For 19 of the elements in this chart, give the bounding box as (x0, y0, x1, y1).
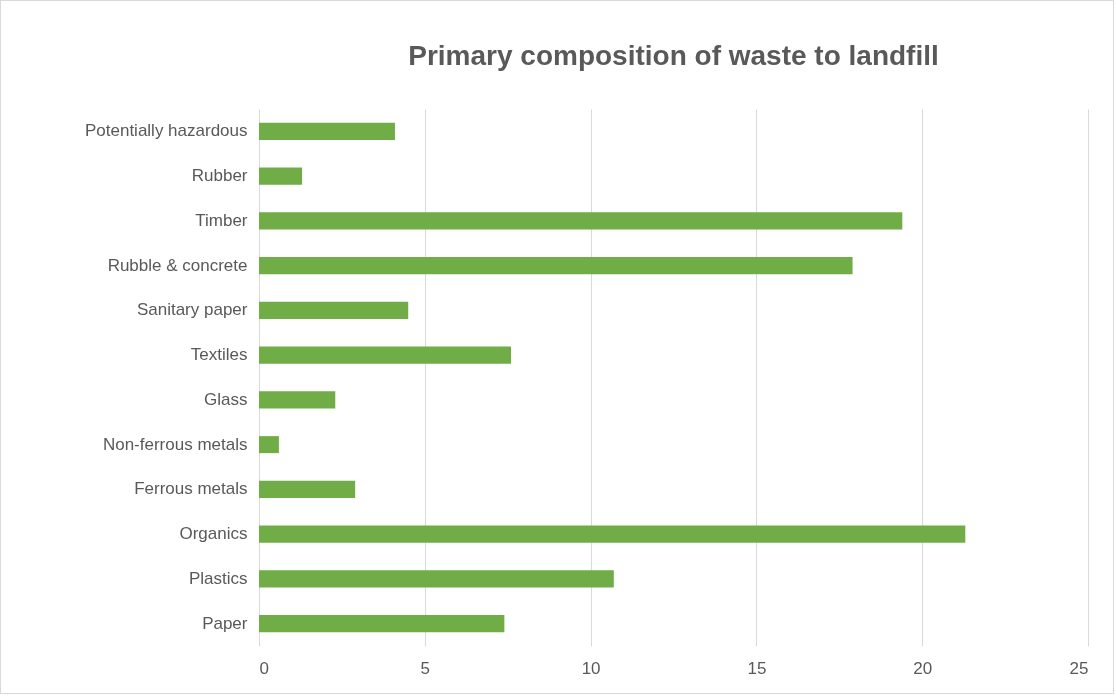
x-tick-label: 15 (747, 658, 767, 678)
x-tick-label: 25 (1069, 658, 1089, 678)
y-tick-label: Paper (202, 613, 248, 633)
y-tick-label: Rubble & concrete (107, 255, 248, 275)
x-tick-label: 0 (259, 658, 269, 678)
chart-title: Primary composition of waste to landfill (408, 40, 939, 71)
y-tick-label: Timber (195, 210, 248, 230)
y-tick-label: Glass (204, 389, 248, 409)
y-tick-label: Non-ferrous metals (102, 434, 248, 454)
y-tick-label: Sanitary paper (136, 300, 248, 320)
x-tick-label: 20 (913, 658, 933, 678)
y-tick-label: Ferrous metals (134, 479, 248, 499)
x-tick-label: 10 (581, 658, 601, 678)
x-tick-label: 5 (420, 658, 431, 678)
y-tick-label: Rubber (191, 166, 248, 186)
y-tick-label: Organics (179, 524, 248, 544)
y-tick-label: Textiles (190, 345, 248, 365)
y-tick-label: Plastics (188, 568, 248, 588)
y-tick-label: Potentially hazardous (84, 121, 248, 141)
